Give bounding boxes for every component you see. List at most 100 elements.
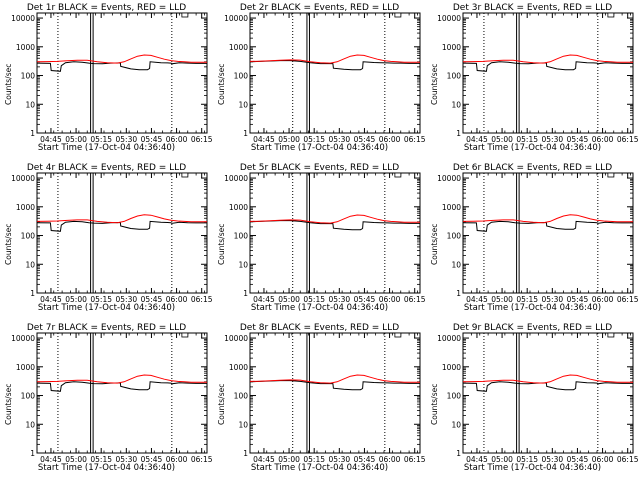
y-tick-label: 100 <box>447 392 462 401</box>
lld-series-line <box>36 54 207 64</box>
x-tick-label: 05:15 <box>303 455 325 464</box>
lld-series-line <box>249 54 420 64</box>
y-tick-label: 10 <box>451 420 461 429</box>
x-tick-label: 05:15 <box>516 455 538 464</box>
y-tick-label: 10000 <box>437 14 461 23</box>
y-tick-label: 100 <box>447 72 462 81</box>
flag-marker <box>607 172 615 178</box>
x-tick-label: 05:00 <box>491 295 513 304</box>
plot-frame <box>249 172 421 294</box>
x-tick-label: 06:15 <box>617 295 639 304</box>
x-tick-label: 05:45 <box>354 295 376 304</box>
y-tick-label: 10 <box>451 260 461 269</box>
x-tick-label: 05:45 <box>141 295 163 304</box>
x-tick-label: 06:00 <box>592 295 614 304</box>
x-tick-label: 05:45 <box>567 135 589 144</box>
y-tick-label: 100 <box>21 72 36 81</box>
y-tick-label: 1 <box>30 449 35 458</box>
x-tick-label: 05:45 <box>567 455 589 464</box>
x-tick-label: 04:45 <box>253 295 275 304</box>
x-tick-label: 05:45 <box>354 135 376 144</box>
detector-panel: Det 6r BLACK = Events, RED = LLD Start Ti… <box>426 160 639 320</box>
y-tick-label: 10000 <box>224 174 248 183</box>
plot-frame <box>462 332 634 454</box>
y-tick-label: 10 <box>25 420 35 429</box>
x-axis-label: Start Time (17-Oct-04 04:36:40) <box>463 143 602 153</box>
x-tick-label: 05:30 <box>329 295 351 304</box>
y-tick-label: 10000 <box>11 334 35 343</box>
y-tick-label: 1000 <box>229 43 248 52</box>
x-axis-label: Start Time (17-Oct-04 04:36:40) <box>250 463 389 473</box>
chart-canvas: 1 10 100 1000 10000 04:45 05:00 05:15 05:30 05:45… <box>437 332 639 464</box>
lld-series-line <box>462 214 633 224</box>
y-tick-label: 100 <box>447 232 462 241</box>
events-series-line <box>36 220 207 232</box>
x-tick-label: 05:45 <box>141 135 163 144</box>
x-tick-label: 05:00 <box>278 295 300 304</box>
flag-marker <box>181 12 189 18</box>
x-tick-label: 05:15 <box>303 295 325 304</box>
y-tick-label: 10000 <box>224 334 248 343</box>
x-tick-label: 06:15 <box>617 135 639 144</box>
y-tick-label: 1 <box>456 449 461 458</box>
x-tick-label: 06:00 <box>166 295 188 304</box>
x-tick-label: 06:00 <box>379 135 401 144</box>
x-tick-label: 06:00 <box>166 135 188 144</box>
detector-panel: Det 9r BLACK = Events, RED = LLD Start Ti… <box>426 320 639 480</box>
y-tick-label: 1 <box>243 449 248 458</box>
detector-panel: Det 8r BLACK = Events, RED = LLD Start Ti… <box>213 320 426 480</box>
x-tick-label: 05:30 <box>542 135 564 144</box>
x-tick-label: 05:30 <box>116 455 138 464</box>
plot-frame <box>249 12 421 134</box>
x-tick-label: 06:15 <box>191 295 213 304</box>
x-tick-label: 06:15 <box>617 455 639 464</box>
y-tick-label: 1 <box>30 129 35 138</box>
detector-panel: Det 2r BLACK = Events, RED = LLD Start Ti… <box>213 0 426 160</box>
events-series-line <box>36 381 207 392</box>
x-tick-label: 06:15 <box>191 455 213 464</box>
y-tick-label: 1000 <box>229 363 248 372</box>
chart-canvas: 1 10 100 1000 10000 04:45 05:00 05:15 05:30 05:45… <box>11 332 213 464</box>
events-series-line <box>462 61 633 72</box>
events-series-line <box>36 61 207 72</box>
y-tick-label: 10 <box>238 260 248 269</box>
x-tick-label: 05:00 <box>65 455 87 464</box>
chart-title: Det 7r BLACK = Events, RED = LLD <box>26 323 187 333</box>
detector-panel: Det 3r BLACK = Events, RED = LLD Start Ti… <box>426 0 639 160</box>
y-tick-label: 1 <box>456 129 461 138</box>
y-tick-label: 10 <box>238 420 248 429</box>
x-axis-label: Start Time (17-Oct-04 04:36:40) <box>250 143 389 153</box>
lld-series-line <box>249 374 420 384</box>
flag-marker <box>607 12 615 18</box>
y-tick-label: 1000 <box>16 363 35 372</box>
x-tick-label: 06:15 <box>404 455 426 464</box>
chart-canvas: 1 10 100 1000 10000 04:45 05:00 05:15 05:30 05:45… <box>224 172 426 304</box>
x-tick-label: 06:00 <box>592 455 614 464</box>
chart-title: Det 5r BLACK = Events, RED = LLD <box>239 163 400 173</box>
y-tick-label: 1000 <box>16 203 35 212</box>
chart-title: Det 8r BLACK = Events, RED = LLD <box>239 323 400 333</box>
y-tick-label: 10000 <box>224 14 248 23</box>
x-tick-label: 05:00 <box>65 295 87 304</box>
y-tick-label: 10 <box>238 100 248 109</box>
y-tick-label: 10000 <box>437 334 461 343</box>
detector-panel: Det 1r BLACK = Events, RED = LLD Start Ti… <box>0 0 213 160</box>
x-tick-label: 05:15 <box>90 295 112 304</box>
y-tick-label: 10000 <box>11 174 35 183</box>
x-tick-label: 05:15 <box>516 295 538 304</box>
x-tick-label: 05:15 <box>303 135 325 144</box>
x-tick-label: 06:00 <box>592 135 614 144</box>
plot-frame <box>36 332 208 454</box>
x-axis-label: Start Time (17-Oct-04 04:36:40) <box>37 303 176 313</box>
x-tick-label: 05:00 <box>278 135 300 144</box>
detector-panel: Det 7r BLACK = Events, RED = LLD Start Ti… <box>0 320 213 480</box>
y-tick-label: 1000 <box>16 43 35 52</box>
x-tick-label: 04:45 <box>40 295 62 304</box>
events-series-line <box>462 381 633 392</box>
chart-canvas: 1 10 100 1000 10000 04:45 05:00 05:15 05:30 05:45… <box>437 12 639 144</box>
x-tick-label: 06:00 <box>379 455 401 464</box>
chart-title: Det 1r BLACK = Events, RED = LLD <box>26 3 187 13</box>
chart-title: Det 2r BLACK = Events, RED = LLD <box>239 3 400 13</box>
x-axis-label: Start Time (17-Oct-04 04:36:40) <box>250 303 389 313</box>
x-axis-label: Start Time (17-Oct-04 04:36:40) <box>37 143 176 153</box>
